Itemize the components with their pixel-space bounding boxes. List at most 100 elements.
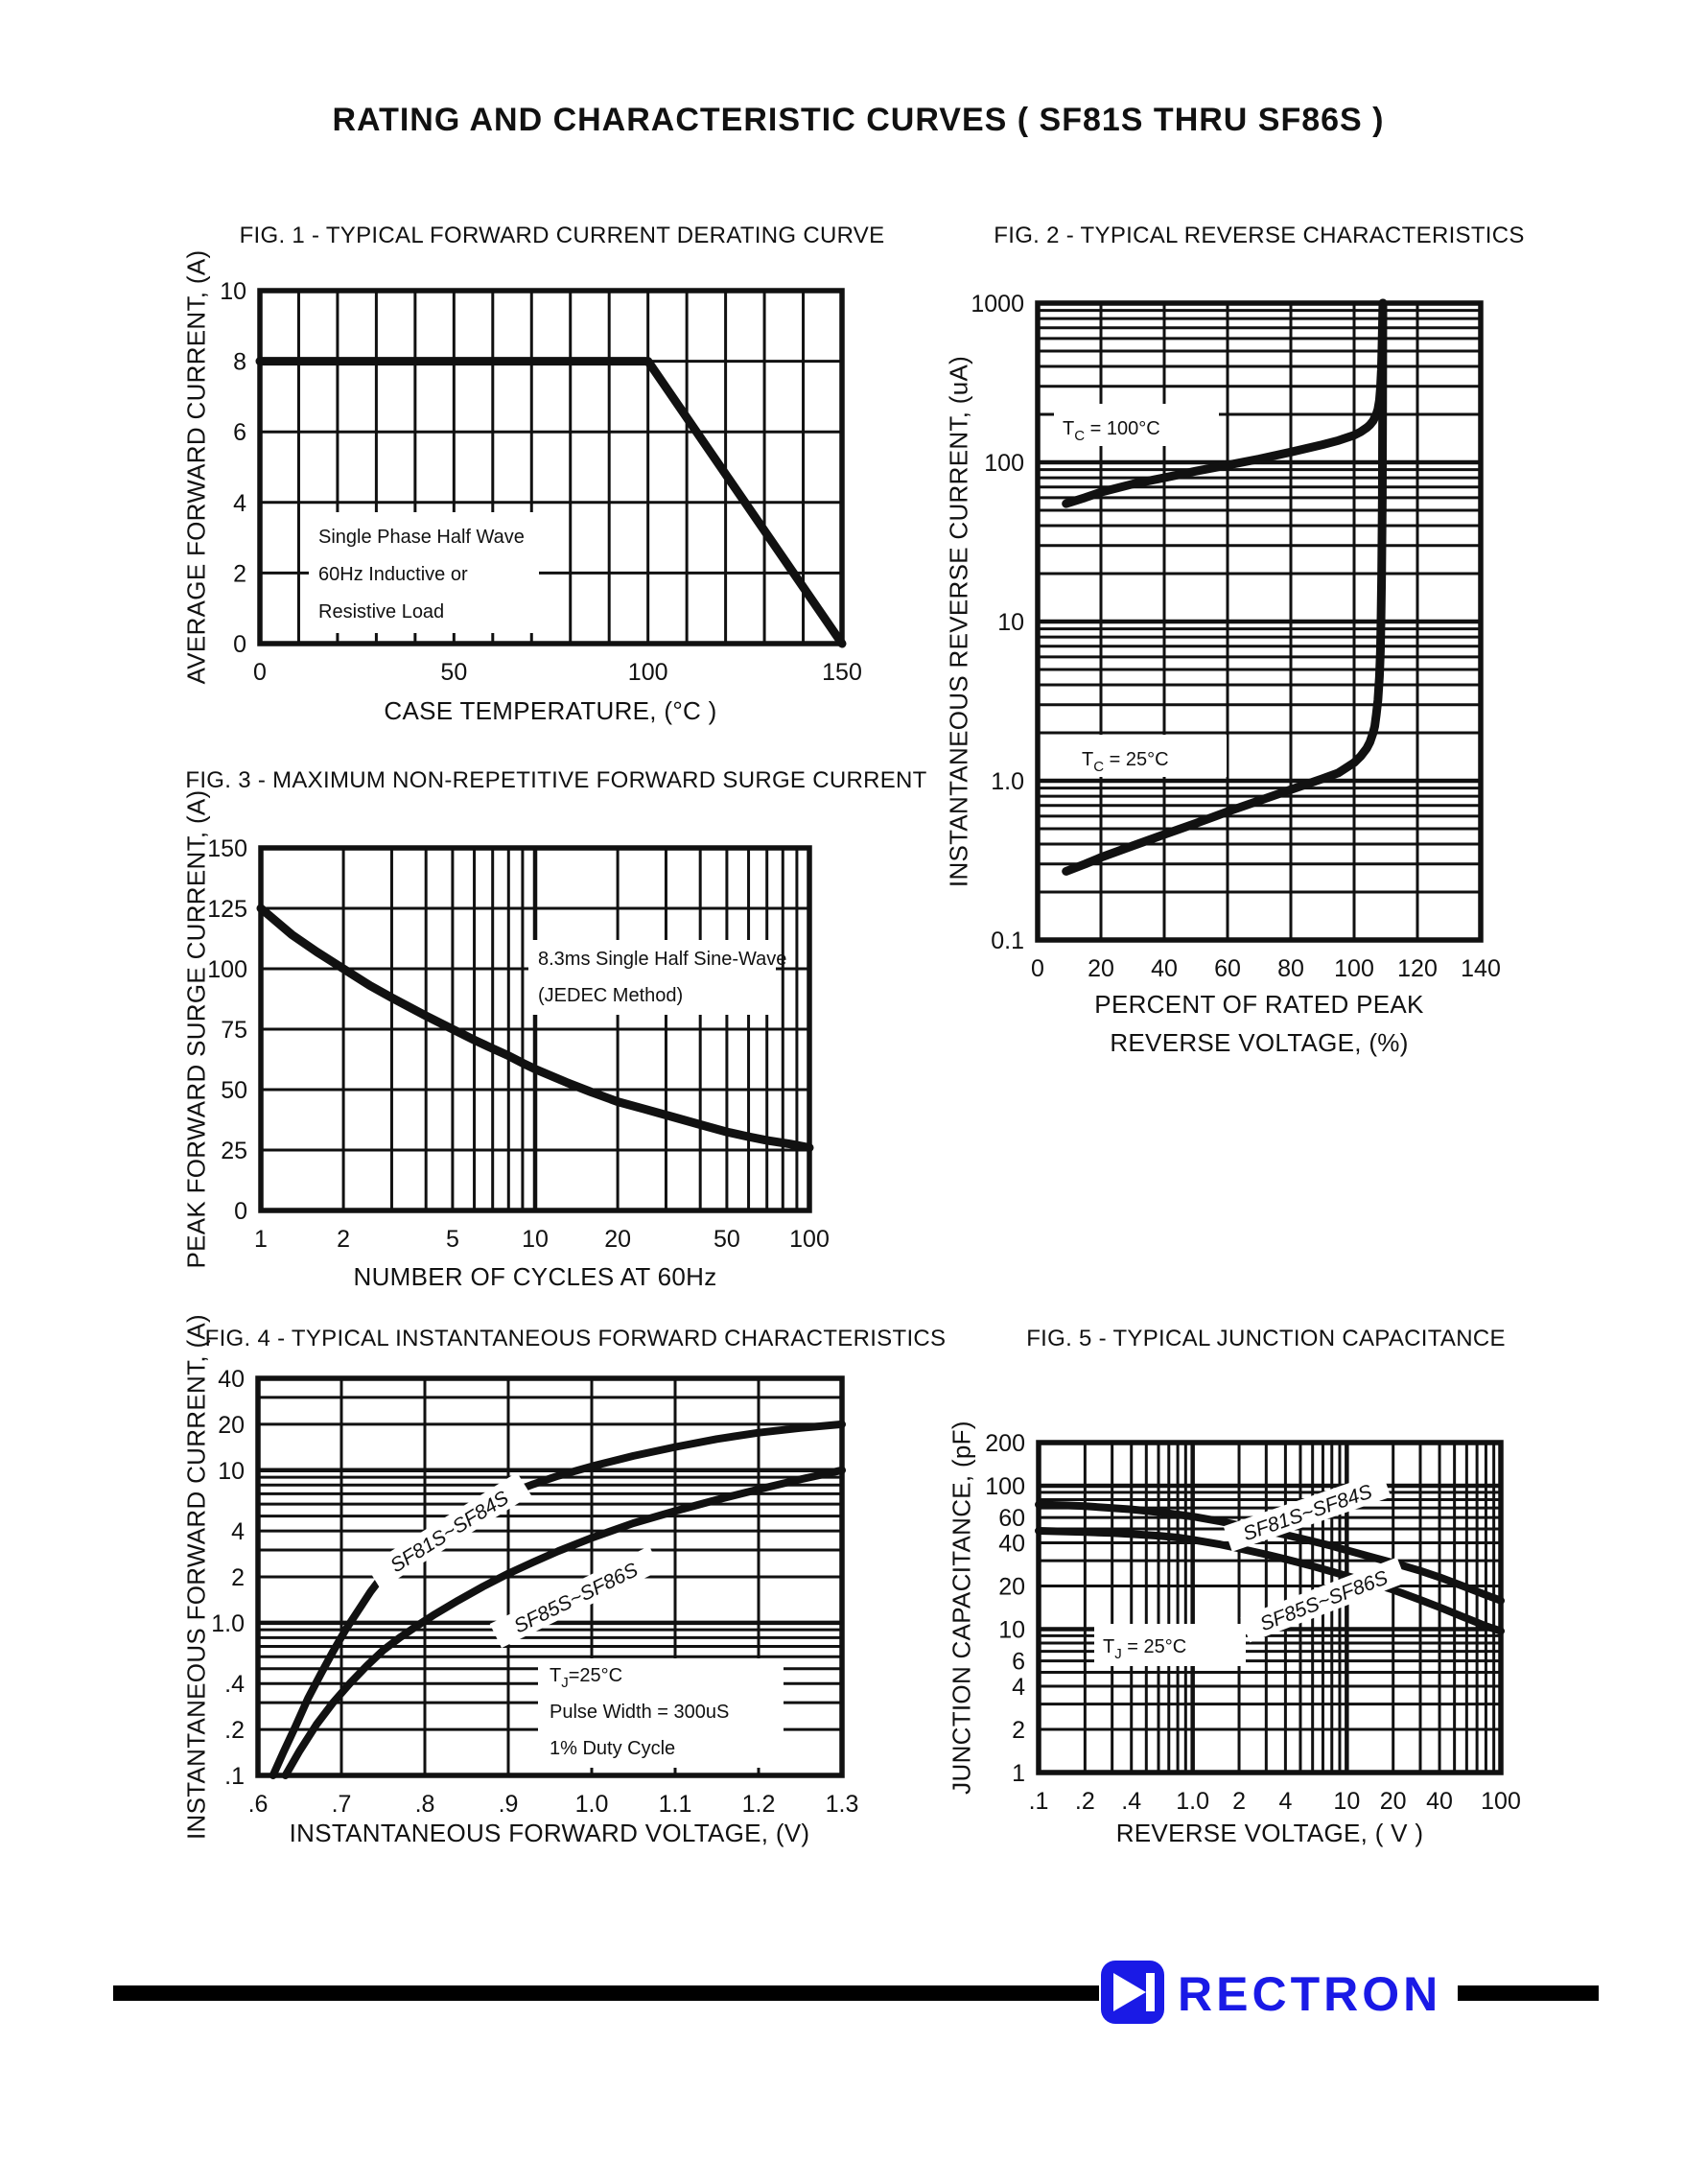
fig2-x-tick: 40	[1151, 955, 1178, 982]
fig5-x-tick: 20	[1380, 1788, 1407, 1815]
fig2-x-tick: 140	[1461, 955, 1501, 982]
fig2-annotation: TC = 100°C	[1063, 418, 1160, 444]
fig2-series-0	[1062, 298, 1388, 508]
fig3-series-0	[256, 904, 814, 1152]
fig3-xlabel: NUMBER OF CYCLES AT 60Hz	[353, 1262, 717, 1291]
fig4-x-tick: 1.3	[826, 1791, 859, 1818]
fig3-x-tick: 2	[337, 1226, 350, 1253]
fig5-y-tick: 10	[998, 1617, 1025, 1644]
fig1-y-tick: 6	[233, 419, 246, 446]
fig2-y-tick: 1000	[971, 291, 1024, 317]
fig1-x-tick: 100	[628, 659, 668, 686]
fig4-y-tick: 20	[218, 1412, 245, 1439]
fig1-y-tick: 2	[233, 560, 246, 587]
fig5-xlabel: REVERSE VOLTAGE, ( V )	[1115, 1819, 1424, 1847]
fig4-x-tick: .9	[499, 1791, 519, 1818]
fig4-y-tick: 10	[218, 1458, 245, 1485]
fig3-ylabel: PEAK FORWARD SURGE CURRENT, (A)	[181, 789, 211, 1269]
fig2-title: FIG. 2 - TYPICAL REVERSE CHARACTERISTICS	[994, 223, 1525, 248]
fig1-ylabel: AVERAGE FORWARD CURRENT, (A)	[181, 249, 211, 685]
fig4-x-tick: .6	[248, 1791, 269, 1818]
fig5-y-tick: 6	[1012, 1649, 1025, 1676]
fig3-y-tick: 25	[221, 1138, 247, 1164]
fig5-series-1	[1035, 1527, 1505, 1635]
fig5-whiteout	[1094, 1624, 1246, 1666]
fig4-ylabel: INSTANTANEOUS FORWARD CURRENT, (A)	[181, 1313, 211, 1841]
fig5-y-tick: 2	[1012, 1717, 1025, 1744]
footer-bar-right	[1458, 1985, 1599, 2001]
fig5-annotation: TJ = 25°C	[1103, 1636, 1186, 1662]
fig5-x-tick: 10	[1333, 1788, 1360, 1815]
fig5-x-tick: .2	[1075, 1788, 1095, 1815]
fig5-x-tick: .1	[1029, 1788, 1049, 1815]
fig5-y-tick: 200	[985, 1430, 1025, 1457]
fig4-x-tick: .8	[415, 1791, 435, 1818]
svg-text:SF85S~SF86S: SF85S~SF86S	[510, 1559, 642, 1637]
footer-bar-left	[113, 1985, 1099, 2001]
fig4-y-tick: .1	[224, 1763, 245, 1790]
fig1-y-tick: 10	[220, 278, 246, 305]
fig1-x-tick: 50	[440, 659, 467, 686]
fig4-whiteout	[538, 1658, 784, 1768]
fig1-y-tick: 0	[233, 631, 246, 658]
fig5-x-tick: .4	[1121, 1788, 1141, 1815]
fig3-x-tick: 5	[446, 1226, 459, 1253]
fig1-title: FIG. 1 - TYPICAL FORWARD CURRENT DERATIN…	[239, 223, 885, 248]
fig1-annotation: Single Phase Half Wave 60Hz Inductive or R…	[318, 527, 525, 622]
fig4-x-tick: .7	[332, 1791, 352, 1818]
fig5-x-tick: 4	[1278, 1788, 1292, 1815]
brand-wordmark: RECTRON	[1178, 1967, 1442, 2021]
fig3-y-tick: 150	[207, 835, 247, 862]
fig1-series-0	[255, 357, 847, 648]
fig2-y-tick: 10	[997, 609, 1024, 636]
fig3-x-tick: 10	[522, 1226, 549, 1253]
fig4-title: FIG. 4 - TYPICAL INSTANTANEOUS FORWARD C…	[204, 1326, 947, 1351]
fig2-x-tick: 60	[1214, 955, 1241, 982]
fig3-y-tick: 50	[221, 1077, 247, 1104]
fig2-x-tick: 120	[1397, 955, 1438, 982]
fig2: TC = 100°CTC = 25°C0 20 40 60 80 100 120 140100…	[971, 291, 1500, 982]
fig5-x-tick: 40	[1426, 1788, 1453, 1815]
fig5-x-tick: 1.0	[1176, 1788, 1209, 1815]
fig1-x-tick: 150	[822, 659, 862, 686]
fig5-y-tick: 1	[1012, 1760, 1025, 1787]
fig2-series-1	[1062, 298, 1388, 876]
fig2-whiteout	[1073, 735, 1227, 777]
fig2-grid	[1038, 303, 1481, 940]
fig1-xlabel: CASE TEMPERATURE, (°C )	[384, 696, 717, 725]
fig1-y-tick: 4	[233, 490, 246, 517]
fig3-grid	[261, 848, 809, 1210]
fig2-y-tick: 100	[984, 450, 1024, 477]
svg-text:SF81S~SF84S: SF81S~SF84S	[1240, 1481, 1374, 1546]
fig2-x-tick: 100	[1334, 955, 1374, 982]
fig3-x-tick: 1	[254, 1226, 268, 1253]
fig3-title: FIG. 3 - MAXIMUM NON-REPETITIVE FORWARD …	[185, 767, 927, 793]
fig5-y-tick: 100	[985, 1473, 1025, 1500]
fig4-y-tick: 40	[218, 1366, 245, 1393]
fig2-annotation: TC = 25°C	[1082, 749, 1169, 775]
fig3-x-tick: 20	[604, 1226, 631, 1253]
fig1-x-tick: 0	[253, 659, 267, 686]
fig2-y-tick: 1.0	[991, 768, 1024, 795]
fig5-y-tick: 4	[1012, 1674, 1025, 1701]
page-title: RATING AND CHARACTERISTIC CURVES ( SF81S…	[332, 102, 1385, 138]
fig4-x-tick: 1.0	[575, 1791, 609, 1818]
fig2-plot-border	[1035, 300, 1484, 943]
fig1: Single Phase Half Wave 60Hz Inductive or R…	[220, 278, 862, 686]
diode-icon	[1101, 1961, 1164, 2024]
fig5-x-tick: 2	[1232, 1788, 1246, 1815]
fig5-plot-border	[1036, 1440, 1504, 1775]
fig3-plot-border	[258, 845, 812, 1213]
fig4-x-tick: 1.2	[742, 1791, 776, 1818]
fig4-y-tick: .2	[224, 1717, 245, 1744]
fig5-ylabel: JUNCTION CAPACITANCE, (pF)	[947, 1421, 976, 1795]
fig3-y-tick: 75	[221, 1017, 247, 1044]
fig3-annotation: 8.3ms Single Half Sine-Wave (JEDEC Method…	[538, 949, 786, 1006]
fig2-x-tick: 20	[1088, 955, 1114, 982]
fig4-curve-label: SF85S~SF86S	[489, 1545, 662, 1649]
fig4-annotation: TJ=25°C Pulse Width = 300uS 1% Duty Cycle	[550, 1665, 729, 1759]
